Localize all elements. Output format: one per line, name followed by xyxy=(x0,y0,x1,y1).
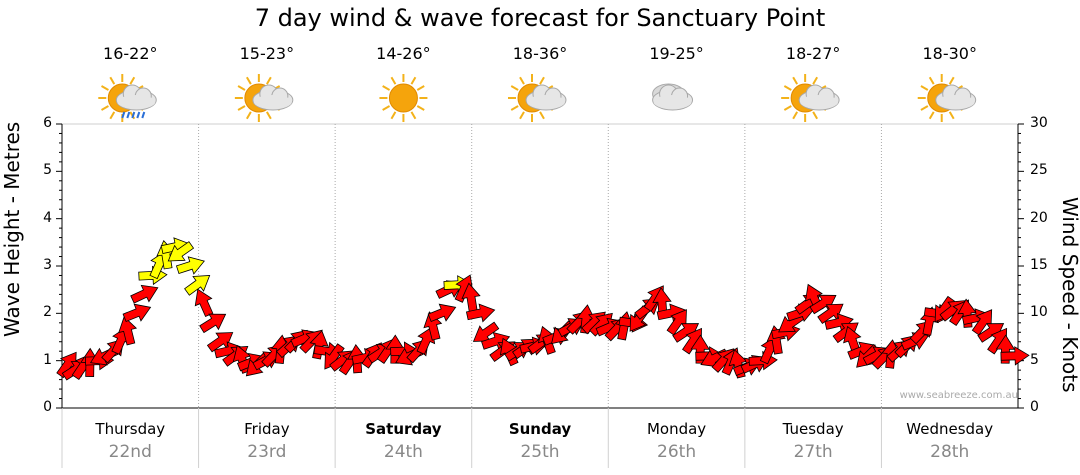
y-tick-left-label: 6 xyxy=(43,115,52,131)
wind-arrow xyxy=(175,256,206,275)
wind-arrow xyxy=(416,326,436,355)
wind-arrow xyxy=(167,241,195,262)
wind-arrow xyxy=(184,275,211,296)
y-tick-right-label: 10 xyxy=(1030,304,1048,321)
day-name: Monday xyxy=(646,420,707,438)
day-date: 28th xyxy=(930,442,970,462)
y-tick-right-label: 25 xyxy=(1030,162,1048,179)
day-date: 27th xyxy=(793,442,833,462)
y-tick-left-label: 5 xyxy=(43,162,52,179)
wind-arrow xyxy=(199,313,227,334)
day-name: Sunday xyxy=(508,420,572,438)
day-date: 23rd xyxy=(247,442,287,462)
wind-arrow xyxy=(690,334,710,364)
day-date: 25th xyxy=(520,442,560,462)
day-temperature: 18-36° xyxy=(512,44,568,63)
wind-arrow xyxy=(995,334,1016,364)
wind-arrow xyxy=(465,303,496,323)
day-name: Thursday xyxy=(95,420,166,438)
y-tick-right-label: 15 xyxy=(1030,257,1048,273)
day-date: 24th xyxy=(383,442,423,462)
watermark: www.seabreeze.com.au xyxy=(899,390,1018,401)
day-name: Tuesday xyxy=(782,420,844,438)
y-tick-left-label: 4 xyxy=(43,209,52,226)
chart-title: 7 day wind & wave forecast for Sanctuary… xyxy=(254,4,826,32)
sun-cloud-icon xyxy=(234,74,294,122)
sun-cloud-icon xyxy=(781,74,840,122)
wind-arrow xyxy=(427,303,457,323)
sun-cloud-icon xyxy=(917,74,977,122)
y-tick-right-label: 5 xyxy=(1030,351,1039,368)
wind-arrow xyxy=(122,303,152,323)
y-tick-right-label: 30 xyxy=(1030,115,1048,131)
day-temperature: 14-26° xyxy=(376,44,431,63)
day-temperature: 18-27° xyxy=(785,44,841,63)
sun-cloud-rain-icon xyxy=(98,74,157,122)
wind-arrow xyxy=(1000,346,1030,366)
day-date: 22nd xyxy=(108,442,152,462)
cloud-icon xyxy=(652,83,694,111)
sun-icon xyxy=(379,74,428,122)
day-temperature: 15-23° xyxy=(239,44,295,63)
wind-arrow xyxy=(118,316,138,346)
day-temperature: 19-25° xyxy=(649,44,704,63)
day-name: Wednesday xyxy=(906,420,994,438)
sun-cloud-icon xyxy=(508,74,567,122)
wind-arrow xyxy=(423,311,443,341)
y-tick-left-label: 0 xyxy=(43,399,52,415)
day-name: Friday xyxy=(244,420,290,438)
y-tick-left-label: 1 xyxy=(43,351,52,368)
wind-arrow xyxy=(130,284,159,304)
y-tick-left-label: 2 xyxy=(43,304,52,321)
y-tick-left-label: 3 xyxy=(43,257,52,273)
day-temperature: 16-22° xyxy=(103,44,158,63)
day-temperature: 18-30° xyxy=(922,44,977,63)
y-tick-right-label: 20 xyxy=(1030,209,1048,226)
y-tick-right-label: 0 xyxy=(1030,399,1039,415)
day-name: Saturday xyxy=(365,420,442,438)
day-date: 26th xyxy=(657,442,697,462)
